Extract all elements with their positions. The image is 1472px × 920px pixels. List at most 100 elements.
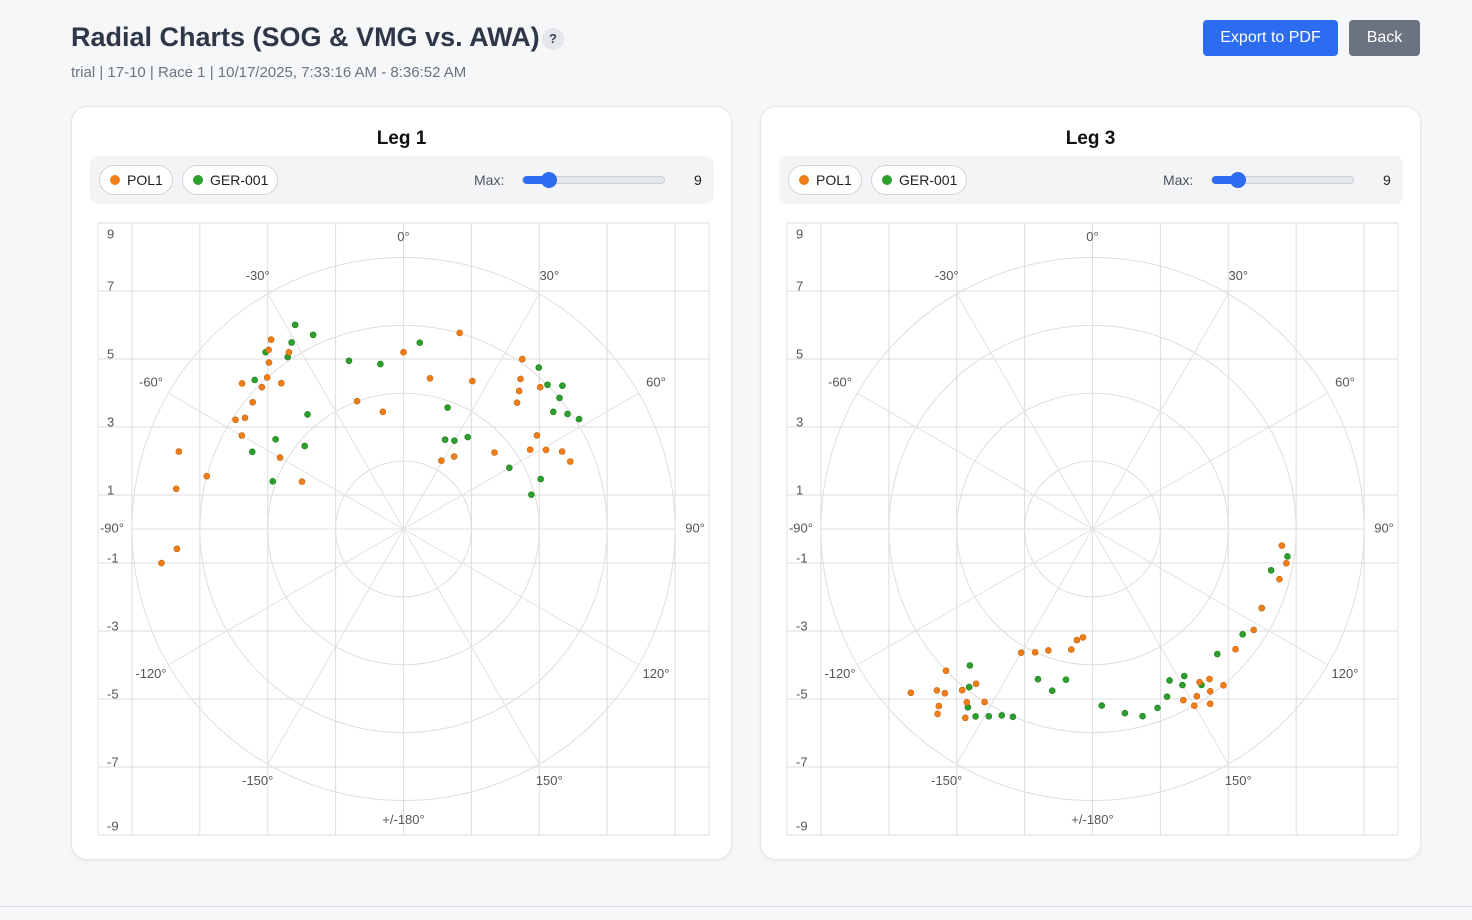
y-tick-label: -3 [796, 618, 808, 633]
data-point [288, 339, 295, 346]
angle-label: 60° [646, 375, 666, 390]
y-tick-label: -9 [796, 818, 808, 833]
angle-spoke [857, 528, 1093, 666]
data-point [1284, 553, 1291, 560]
legend-chip[interactable]: POL1 [788, 165, 862, 195]
data-point [267, 336, 275, 343]
data-point [464, 433, 472, 441]
data-point [263, 374, 271, 381]
data-point [1180, 696, 1187, 704]
data-point [1154, 704, 1161, 712]
max-slider[interactable] [1211, 172, 1354, 188]
data-point [536, 383, 544, 391]
page-title: Radial Charts (SOG & VMG vs. AWA) [71, 22, 540, 52]
data-point [1121, 709, 1129, 717]
y-tick-label: 5 [107, 346, 114, 361]
angle-spoke [1092, 392, 1328, 530]
angle-label: 0° [397, 229, 409, 244]
data-point [1079, 634, 1087, 641]
y-tick-label: 1 [107, 482, 114, 497]
data-point [1098, 702, 1106, 709]
data-point [513, 399, 521, 406]
data-point [1034, 675, 1042, 683]
y-tick-label: -1 [796, 550, 808, 565]
data-point [491, 449, 498, 456]
data-point [1180, 672, 1188, 680]
slider-thumb[interactable] [541, 172, 557, 188]
data-point [535, 364, 543, 371]
max-label: Max: [474, 172, 505, 188]
help-icon[interactable]: ? [542, 28, 564, 50]
angle-spoke [956, 528, 1093, 765]
angle-label: -30° [935, 268, 959, 283]
back-button[interactable]: Back [1349, 20, 1420, 56]
export-button[interactable]: Export to PDF [1203, 20, 1338, 56]
angle-spoke [267, 528, 404, 765]
data-point [935, 702, 943, 710]
angle-spoke [403, 293, 540, 530]
data-point [528, 491, 535, 498]
y-tick-label: -7 [107, 754, 119, 769]
data-point [966, 662, 974, 669]
angle-label: 60° [1335, 375, 1355, 390]
data-point [972, 680, 980, 688]
data-point [175, 448, 183, 455]
angle-label: -120° [135, 666, 166, 681]
y-tick-label: -5 [107, 686, 119, 701]
y-tick-label: 3 [107, 414, 114, 429]
data-point [933, 687, 941, 694]
controls-bar: POL1 GER-001 Max: 9 [90, 156, 714, 204]
data-point [1193, 692, 1201, 700]
data-point [248, 448, 256, 456]
data-point [426, 375, 434, 382]
subtitle: trial | 17-10 | Race 1 | 10/17/2025, 7:3… [71, 64, 467, 81]
data-point [1206, 675, 1213, 683]
max-slider[interactable] [522, 172, 665, 188]
legend-dot [110, 175, 120, 185]
y-tick-label: -3 [107, 618, 119, 633]
legend-label: GER-001 [899, 172, 958, 188]
legend-label: POL1 [816, 172, 852, 188]
data-point [173, 545, 181, 553]
angle-label: 30° [539, 268, 559, 283]
max-value: 9 [694, 172, 702, 188]
data-point [272, 435, 279, 443]
legend-label: POL1 [127, 172, 163, 188]
data-point [515, 387, 523, 395]
data-point [301, 442, 308, 450]
data-point [278, 379, 285, 387]
angle-spoke [168, 528, 404, 666]
data-point [998, 712, 1006, 719]
y-tick-label: -5 [796, 686, 808, 701]
data-point [575, 415, 583, 423]
slider-thumb[interactable] [1230, 172, 1246, 188]
angle-label: +/-180° [382, 812, 424, 827]
data-point [962, 714, 969, 722]
angle-label: -90° [789, 520, 813, 535]
data-point [451, 437, 458, 444]
legend-chip[interactable]: GER-001 [871, 165, 968, 195]
chart-title: Leg 1 [376, 128, 427, 149]
angle-label: 30° [1228, 268, 1248, 283]
polar-chart: 97531-1-3-5-7-90°30°60°90°120°150°+/-180… [786, 222, 1399, 836]
y-tick-label: 3 [796, 414, 803, 429]
legend-chip[interactable]: POL1 [99, 165, 173, 195]
angle-label: 0° [1086, 229, 1098, 244]
y-tick-label: -7 [796, 754, 808, 769]
data-point [1250, 626, 1258, 634]
angle-spoke [1092, 528, 1328, 666]
data-point [517, 375, 524, 383]
legend-chip[interactable]: GER-001 [182, 165, 279, 195]
data-point [985, 713, 993, 720]
max-value: 9 [1383, 172, 1391, 188]
data-point [1067, 646, 1075, 653]
angle-spoke [403, 392, 639, 530]
data-point [450, 453, 458, 460]
data-point [963, 698, 971, 706]
data-point [965, 683, 973, 691]
data-point [526, 446, 534, 454]
data-point [1206, 687, 1214, 695]
data-point [377, 360, 384, 368]
data-point [1045, 647, 1052, 654]
data-point [438, 457, 445, 464]
